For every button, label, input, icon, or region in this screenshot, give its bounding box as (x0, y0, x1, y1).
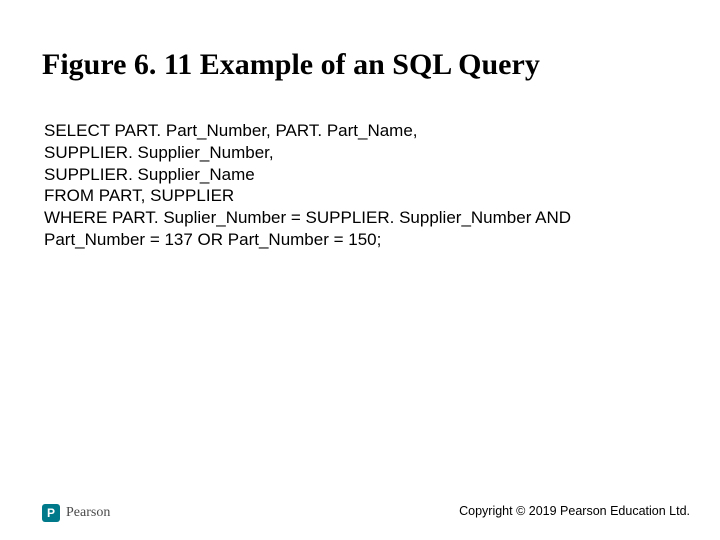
sql-line: SUPPLIER. Supplier_Name (44, 164, 684, 186)
slide: Figure 6. 11 Example of an SQL Query SEL… (0, 0, 720, 540)
sql-query-block: SELECT PART. Part_Number, PART. Part_Nam… (44, 120, 684, 251)
brand-logo: P Pearson (42, 504, 110, 522)
pearson-badge-icon: P (42, 504, 60, 522)
sql-line: WHERE PART. Suplier_Number = SUPPLIER. S… (44, 207, 684, 229)
sql-line: FROM PART, SUPPLIER (44, 185, 684, 207)
sql-line: SUPPLIER. Supplier_Number, (44, 142, 684, 164)
sql-line: Part_Number = 137 OR Part_Number = 150; (44, 229, 684, 251)
figure-title: Figure 6. 11 Example of an SQL Query (42, 48, 540, 81)
copyright-text: Copyright © 2019 Pearson Education Ltd. (459, 504, 690, 518)
brand-name: Pearson (66, 505, 110, 521)
sql-line: SELECT PART. Part_Number, PART. Part_Nam… (44, 120, 684, 142)
